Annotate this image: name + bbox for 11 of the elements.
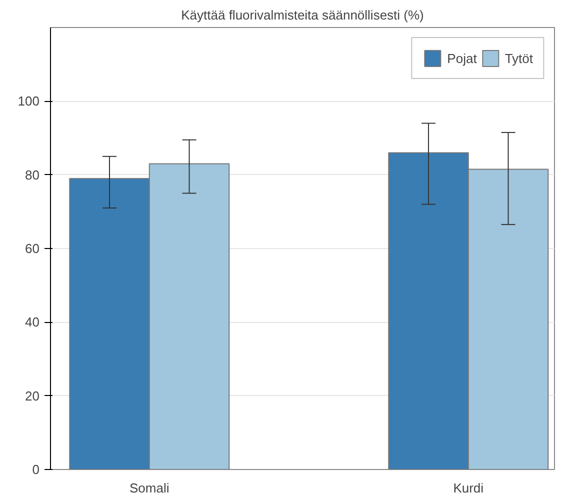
- y-tick-label: 100: [18, 94, 40, 109]
- y-tick-label: 0: [32, 462, 40, 477]
- chart-title: Käyttää fluorivalmisteita säännöllisesti (%): [181, 8, 424, 22]
- legend-label: Pojat: [447, 50, 477, 66]
- y-tick-label: 20: [25, 388, 40, 404]
- y-tick-label: 80: [25, 167, 40, 182]
- x-tick-label: Somali: [130, 480, 170, 496]
- y-tick-label: 40: [25, 314, 40, 330]
- legend-label: Tytöt: [504, 50, 533, 66]
- y-tick-label: 60: [25, 241, 40, 256]
- x-tick-label: Kurdi: [453, 480, 484, 496]
